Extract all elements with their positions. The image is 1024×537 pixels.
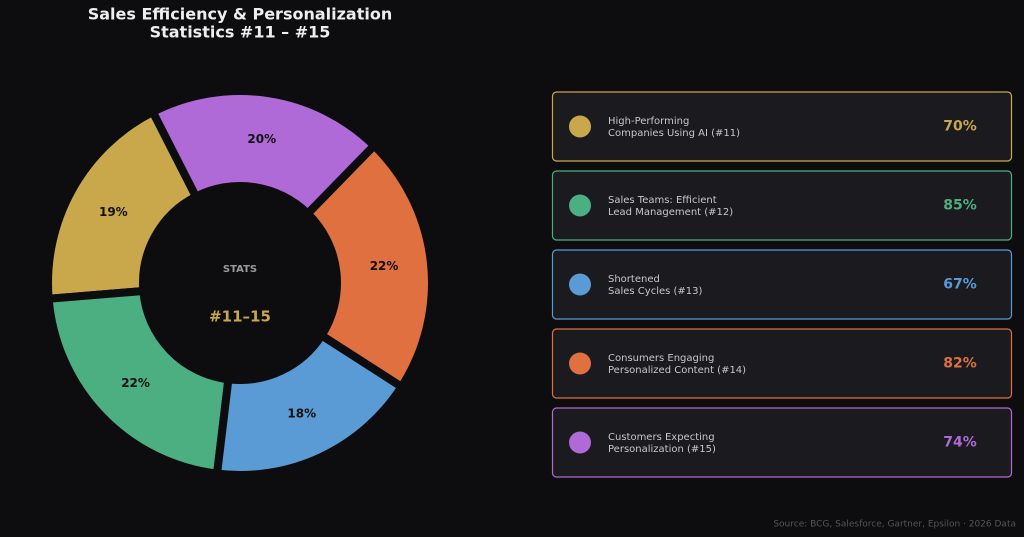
slice-label: 19% (99, 205, 128, 219)
stat-value: 67% (943, 277, 977, 293)
stat-value: 74% (943, 435, 977, 451)
stat-label: Companies Using AI (#11) (608, 128, 740, 139)
stat-label: Sales Cycles (#13) (608, 286, 703, 297)
stat-label: Sales Teams: Efficient (608, 195, 717, 206)
stat-card (551, 249, 1013, 320)
slice-label: 22% (370, 259, 399, 273)
stat-card (551, 328, 1013, 399)
stat-label: Customers Expecting (608, 432, 715, 443)
stat-label: Personalized Content (#14) (608, 365, 746, 376)
donut-slice (44, 286, 233, 479)
stat-label: Personalization (#15) (608, 444, 716, 455)
donut-slice (302, 139, 436, 393)
source-note: Source: BCG, Salesforce, Gartner, Epsilo… (773, 520, 1016, 530)
donut-slice (147, 87, 380, 220)
stat-dot (569, 115, 591, 138)
stat-value: 70% (943, 119, 977, 135)
slice-label: 18% (287, 407, 316, 421)
stat-card (551, 407, 1013, 478)
stat-label: Consumers Engaging (608, 353, 714, 364)
donut-slice (212, 329, 408, 479)
center-label: STATS (223, 264, 257, 275)
stat-label: Shortened (608, 274, 660, 285)
stat-label: High-Performing (608, 116, 689, 127)
center-value: #11–15 (209, 308, 271, 326)
stat-card (551, 91, 1013, 162)
stat-dot (569, 194, 591, 217)
stat-value: 85% (943, 198, 977, 214)
stat-value: 82% (943, 356, 977, 372)
chart-title: Sales Efficiency & Personalization (88, 5, 393, 24)
stat-card (551, 170, 1013, 241)
stat-label: Lead Management (#12) (608, 207, 733, 218)
donut-slice (44, 106, 202, 304)
slice-label: 22% (121, 376, 150, 390)
stat-dot (569, 352, 591, 375)
chart-title: Statistics #11 – #15 (150, 23, 331, 42)
stat-dot (569, 273, 591, 296)
stat-dot (569, 431, 591, 454)
slice-label: 20% (247, 132, 276, 146)
